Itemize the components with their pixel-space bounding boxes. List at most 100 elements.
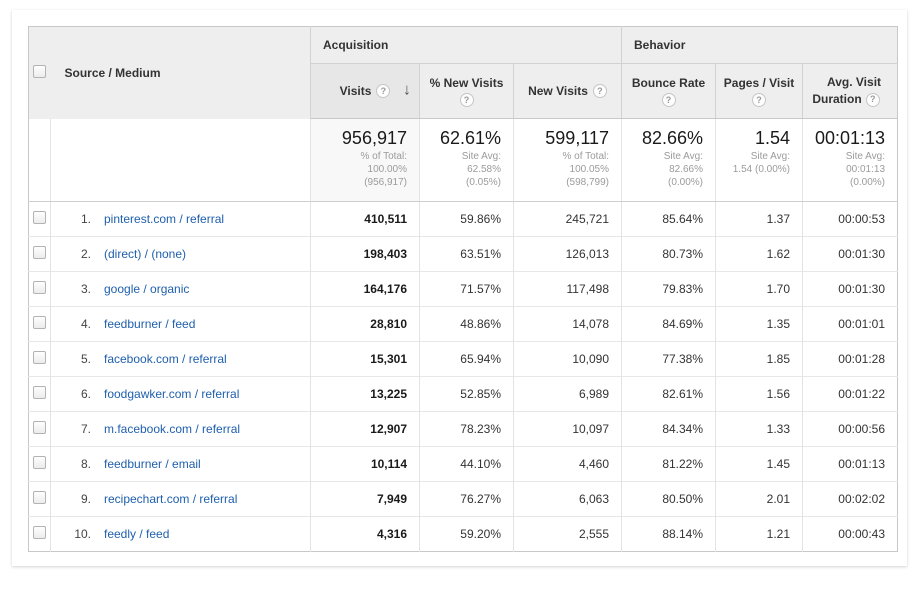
totals-visits-subtext: % of Total: 100.00% (956,917) <box>360 151 407 188</box>
column-header-avg-visit-duration[interactable]: Avg. Visit Duration? <box>802 63 898 119</box>
row-checkbox-cell <box>28 236 51 272</box>
source-medium-link[interactable]: feedburner / email <box>104 457 201 471</box>
totals-pages-per-visit-subtext: Site Avg: 1.54 (0.00%) <box>732 151 791 175</box>
row-avg-visit-duration: 00:00:53 <box>802 201 898 237</box>
column-header-source-medium[interactable]: Source / Medium <box>50 26 311 119</box>
row-new-visits: 4,460 <box>512 446 622 482</box>
table-row: 9. recipechart.com / referral 7,949 76.27% 6… <box>28 481 898 517</box>
source-medium-link[interactable]: m.facebook.com / referral <box>104 422 241 436</box>
source-medium-link[interactable]: google / organic <box>104 282 190 296</box>
source-medium-link[interactable]: (direct) / (none) <box>104 247 187 261</box>
source-medium-cell: 10. feedly / feed <box>50 516 311 552</box>
row-pages-per-visit: 1.21 <box>715 516 803 552</box>
row-checkbox-cell <box>28 481 51 517</box>
row-rank: 2. <box>80 247 91 261</box>
source-medium-link[interactable]: recipechart.com / referral <box>104 492 238 506</box>
source-medium-link[interactable]: feedburner / feed <box>104 317 196 331</box>
row-visits: 4,316 <box>310 516 420 552</box>
row-checkbox[interactable] <box>33 491 46 504</box>
totals-avg-visit-duration-subtext: Site Avg: 00:01:13 (0.00%) <box>845 151 886 188</box>
row-checkbox[interactable] <box>33 281 46 294</box>
totals-pct-new-visits: 62.61% Site Avg: 62.58% (0.05%) <box>419 118 514 202</box>
row-new-visits: 2,555 <box>512 516 622 552</box>
row-pct-new-visits: 44.10% <box>419 446 514 482</box>
row-checkbox-cell <box>28 516 51 552</box>
source-medium-cell: 3. google / organic <box>50 271 311 307</box>
row-bounce-rate: 84.34% <box>621 411 716 447</box>
totals-new-visits: 599,117 % of Total: 100.05% (598,799) <box>512 118 622 202</box>
row-avg-visit-duration: 00:01:30 <box>802 271 898 307</box>
column-header-pct-new-visits[interactable]: % New Visits ? <box>419 63 514 119</box>
row-rank: 4. <box>80 317 91 331</box>
table-row: 10. feedly / feed 4,316 59.20% 2,555 88.14% 1.… <box>28 516 898 552</box>
help-icon[interactable]: ? <box>661 92 676 107</box>
help-icon[interactable]: ? <box>752 92 767 107</box>
row-new-visits: 14,078 <box>512 306 622 342</box>
row-checkbox[interactable] <box>33 211 46 224</box>
group-header-behavior: Behavior <box>621 26 898 64</box>
column-header-bounce-rate[interactable]: Bounce Rate ? <box>621 63 716 119</box>
row-checkbox[interactable] <box>33 351 46 364</box>
sort-descending-icon[interactable]: ↓ <box>403 81 411 99</box>
row-rank: 10. <box>74 527 91 541</box>
group-header-acquisition: Acquisition <box>309 26 622 64</box>
row-avg-visit-duration: 00:01:01 <box>802 306 898 342</box>
row-bounce-rate: 85.64% <box>621 201 716 237</box>
report-table-card: Source / Medium Acquisition Behavior Vis… <box>12 10 907 566</box>
totals-bounce-rate: 82.66% Site Avg: 82.66% (0.00%) <box>621 118 716 202</box>
column-header-new-visits[interactable]: New Visits ? <box>512 63 622 119</box>
column-header-row: Visits ? ↓ % New Visits ? New Visits <box>29 63 898 119</box>
row-bounce-rate: 79.83% <box>621 271 716 307</box>
row-checkbox[interactable] <box>33 526 46 539</box>
table-row: 5. facebook.com / referral 15,301 65.94% 10,… <box>28 341 898 377</box>
row-bounce-rate: 82.61% <box>621 376 716 412</box>
source-medium-link[interactable]: feedly / feed <box>104 527 170 541</box>
row-checkbox-cell <box>28 446 51 482</box>
row-bounce-rate: 80.73% <box>621 236 716 272</box>
row-checkbox[interactable] <box>33 246 46 259</box>
row-new-visits: 6,063 <box>512 481 622 517</box>
row-pct-new-visits: 59.20% <box>419 516 514 552</box>
row-avg-visit-duration: 00:02:02 <box>802 481 898 517</box>
column-header-visits[interactable]: Visits ? ↓ <box>310 63 420 119</box>
row-avg-visit-duration: 00:01:22 <box>802 376 898 412</box>
row-avg-visit-duration: 00:01:13 <box>802 446 898 482</box>
row-new-visits: 10,090 <box>512 341 622 377</box>
row-pages-per-visit: 2.01 <box>715 481 803 517</box>
source-medium-table: Source / Medium Acquisition Behavior Vis… <box>28 26 899 552</box>
row-bounce-rate: 81.22% <box>621 446 716 482</box>
help-icon[interactable]: ? <box>592 84 607 98</box>
source-medium-cell: 6. foodgawker.com / referral <box>50 376 311 412</box>
pages-per-visit-label: Pages / Visit <box>723 75 795 90</box>
column-header-pages-per-visit[interactable]: Pages / Visit ? <box>715 63 803 119</box>
row-bounce-rate: 80.50% <box>621 481 716 517</box>
row-pages-per-visit: 1.35 <box>715 306 803 342</box>
totals-row: 956,917 % of Total: 100.00% (956,917) 62… <box>28 118 898 202</box>
help-icon[interactable]: ? <box>459 92 474 107</box>
row-checkbox-cell <box>28 201 51 237</box>
row-checkbox[interactable] <box>33 386 46 399</box>
group-header-row: Source / Medium Acquisition Behavior <box>28 26 898 119</box>
row-new-visits: 245,721 <box>512 201 622 237</box>
row-checkbox[interactable] <box>33 421 46 434</box>
row-visits: 198,403 <box>310 236 420 272</box>
row-rank: 1. <box>80 212 91 226</box>
row-checkbox-cell <box>28 411 51 447</box>
help-icon[interactable]: ? <box>376 84 391 98</box>
totals-visits-value: 956,917 <box>341 128 407 148</box>
row-rank: 9. <box>80 492 91 506</box>
row-pct-new-visits: 48.86% <box>419 306 514 342</box>
source-medium-link[interactable]: foodgawker.com / referral <box>104 387 240 401</box>
help-icon[interactable]: ? <box>865 92 880 107</box>
row-pct-new-visits: 78.23% <box>419 411 514 447</box>
row-checkbox[interactable] <box>33 316 46 329</box>
source-medium-link[interactable]: facebook.com / referral <box>104 352 227 366</box>
row-visits: 15,301 <box>310 341 420 377</box>
source-medium-cell: 8. feedburner / email <box>50 446 311 482</box>
select-all-checkbox[interactable] <box>33 64 47 78</box>
row-rank: 6. <box>80 387 91 401</box>
source-medium-link[interactable]: pinterest.com / referral <box>104 212 225 226</box>
visits-label: Visits <box>339 84 372 98</box>
row-checkbox[interactable] <box>33 456 46 469</box>
